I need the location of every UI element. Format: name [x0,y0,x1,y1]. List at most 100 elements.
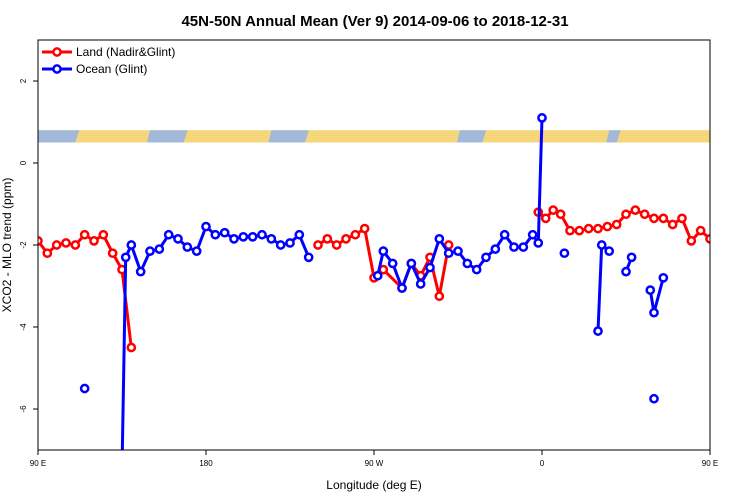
data-point [341,234,351,244]
series-line [648,277,665,315]
data-point [725,241,732,248]
data-point [611,219,622,230]
series-line [317,227,451,298]
ocean-strip-region [147,130,188,143]
data-point [649,393,659,404]
data-point [490,244,501,254]
ocean-strip-region [606,130,621,143]
y-tick-label: -4 [19,323,28,331]
data-point [210,229,221,240]
data-point [716,250,723,257]
data-point [621,266,631,277]
data-point [695,225,706,236]
data-point [533,238,544,248]
data-point [378,246,389,256]
y-tick-label: 2 [19,78,28,83]
data-point [645,285,656,295]
plot-frame [37,39,711,451]
data-point [481,252,491,263]
series-line [120,225,311,450]
data-point [649,213,659,224]
legend-marker [52,47,62,57]
data-point [621,209,631,220]
data-point [42,248,53,259]
data-point [135,266,146,277]
data-point [266,234,277,244]
data-point [658,213,669,224]
data-point [639,209,650,220]
legend-label: Land (Nadir&Glint) [76,45,175,59]
y-tick-label: -6 [19,405,28,413]
data-point [257,229,267,240]
data-point [397,283,407,293]
data-point [574,225,585,236]
x-tick-label: 180 [199,459,213,468]
data-point [372,270,383,281]
data-point [443,248,454,259]
data-point [154,244,165,254]
data-point [509,242,519,252]
data-point [61,238,71,248]
data-point [120,252,131,263]
data-point [275,240,286,250]
data-point [555,209,566,220]
x-tick-label: 90 W [365,459,384,468]
data-point [593,223,603,234]
data-point [471,264,482,275]
data-point [744,241,750,248]
data-point [51,240,62,250]
data-point [462,258,473,269]
data-point [630,205,641,215]
data-point [163,229,174,240]
data-point [294,229,305,240]
data-point [626,252,637,263]
x-tick-label: 90 E [702,459,718,468]
data-point [565,225,575,236]
series-line [38,233,133,348]
data-point [201,221,211,232]
data-point [229,234,239,244]
data-point [705,234,710,244]
chart-title: 45N-50N Annual Mean (Ver 9) 2014-09-06 t… [181,13,568,30]
data-point [667,219,678,230]
y-axis-label: XCO2 - MLO trend (ppm) [0,178,14,313]
data-point [313,240,323,250]
data-point [596,240,607,250]
series-line [596,243,611,332]
data-point [540,213,551,224]
data-point [518,242,529,252]
data-point [89,236,99,246]
x-tick-label: 90 E [30,459,46,468]
ocean-strip-region [268,130,309,143]
legend-label: Ocean (Glint) [76,62,147,76]
data-point [331,240,342,250]
x-axis-label: Longitude (deg E) [326,478,421,492]
data-point [583,223,594,234]
y-tick-label: 0 [19,160,28,165]
data-point [98,229,109,240]
data-point [527,229,538,240]
data-point [425,262,435,273]
data-point [604,246,615,256]
data-point [350,229,361,240]
data-point [499,229,510,240]
data-point [677,213,687,224]
series-line [376,117,544,290]
data-point [285,238,295,248]
data-point [406,258,417,269]
data-point [537,113,547,123]
data-point [219,227,230,238]
data-point [686,236,697,246]
data-point [247,231,258,242]
data-point [415,279,426,289]
data-point [559,248,570,259]
data-point [322,234,333,244]
data-point [453,246,463,256]
data-point [182,242,193,252]
data-point [548,205,559,215]
data-point [434,291,445,302]
data-point [107,248,118,259]
data-point [126,342,137,353]
y-tick-label: -2 [19,241,28,249]
